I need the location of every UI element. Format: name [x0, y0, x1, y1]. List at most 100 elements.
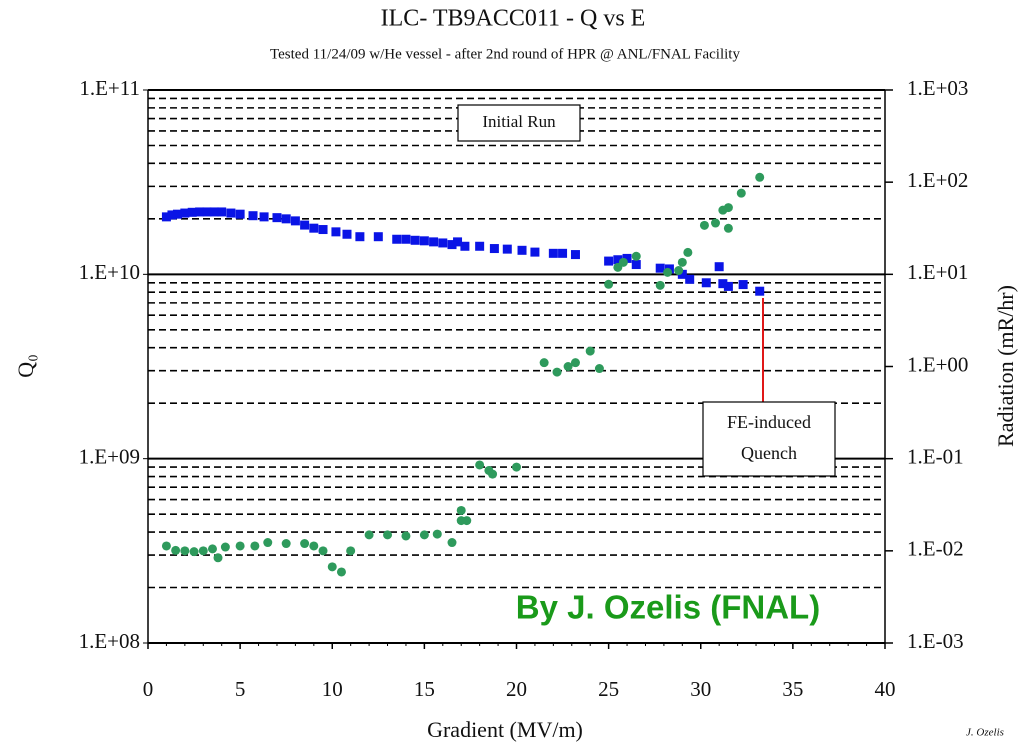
- y2-tick-label: 1.E-01: [907, 444, 964, 468]
- q0-point: [548, 248, 558, 258]
- credit: By J. Ozelis (FNAL): [516, 589, 820, 626]
- radiation-point: [594, 364, 604, 374]
- radiation-point: [462, 516, 472, 526]
- radiation-point: [755, 172, 765, 182]
- radiation-point: [309, 541, 319, 551]
- radiation-point: [475, 460, 485, 470]
- chart-subtitle: Tested 11/24/09 w/He vessel - after 2nd …: [270, 46, 740, 62]
- q0-point: [300, 220, 310, 230]
- radiation-point: [456, 505, 466, 515]
- radiation-point: [318, 546, 328, 556]
- q0-point: [701, 278, 711, 288]
- q0-point: [714, 262, 724, 272]
- x-tick-label: 35: [782, 677, 803, 701]
- x-tick-label: 10: [322, 677, 343, 701]
- annotation-box: [457, 104, 581, 142]
- q0-point: [419, 236, 429, 246]
- q0-point: [570, 250, 580, 260]
- signature: J. Ozelis: [966, 727, 1004, 739]
- q0-point: [180, 208, 190, 218]
- radiation-point: [512, 462, 521, 472]
- q0-point: [195, 207, 205, 217]
- x-tick-label: 20: [506, 677, 527, 701]
- radiation-point: [570, 358, 580, 368]
- q0-point: [475, 241, 485, 251]
- radiation-point: [655, 280, 665, 290]
- q0-point: [373, 232, 383, 242]
- q0-point: [248, 211, 258, 221]
- y-tick-label: 1.E+08: [79, 629, 140, 653]
- q0-point: [453, 237, 463, 247]
- radiation-point: [618, 257, 628, 267]
- q0-point: [447, 240, 457, 250]
- radiation-point: [723, 203, 733, 213]
- radiation-point: [677, 257, 687, 267]
- radiation-point: [585, 346, 595, 356]
- radiation-point: [235, 541, 245, 551]
- radiation-point: [250, 541, 260, 551]
- q0-point: [755, 286, 765, 296]
- x-tick-label: 40: [875, 677, 896, 701]
- radiation-point: [364, 530, 374, 540]
- radiation-point: [447, 538, 457, 548]
- q0-point: [235, 209, 245, 219]
- q0-point: [401, 234, 411, 244]
- radiation-point: [432, 529, 442, 539]
- x-tick-label: 15: [414, 677, 435, 701]
- annotation-box: [702, 401, 836, 477]
- q0-point: [209, 207, 219, 217]
- y2-tick-label: 1.E+00: [907, 352, 968, 376]
- q0-point: [410, 235, 420, 245]
- q0-point: [517, 245, 527, 255]
- radiation-point: [171, 545, 181, 555]
- q0-point: [342, 229, 352, 239]
- radiation-point: [604, 279, 614, 289]
- q0-point: [281, 214, 291, 224]
- radiation-point: [683, 247, 693, 257]
- radiation-point: [539, 358, 549, 368]
- x-tick-label: 0: [143, 677, 154, 701]
- q0-point: [677, 269, 687, 279]
- radiation-point: [281, 539, 291, 549]
- q0-point: [259, 212, 269, 222]
- q0-point: [631, 260, 641, 270]
- q0-point: [161, 212, 171, 222]
- x-tick-label: 30: [690, 677, 711, 701]
- radiation-point: [336, 567, 346, 577]
- annotation: Quench: [741, 443, 797, 463]
- radiation-point: [207, 544, 217, 554]
- q0-point: [530, 247, 540, 257]
- y2-tick-label: 1.E+02: [907, 168, 968, 192]
- radiation-point: [699, 220, 709, 230]
- radiation-point: [674, 266, 684, 276]
- radiation-point: [300, 539, 310, 549]
- y-tick-label: 1.E+11: [79, 76, 140, 100]
- x-tick-label: 5: [235, 677, 246, 701]
- q0-point: [655, 263, 665, 273]
- x-axis-label: Gradient (MV/m): [427, 717, 583, 742]
- y-axis-label: Q₀: [13, 354, 38, 378]
- y2-tick-label: 1.E+01: [907, 260, 968, 284]
- q0-point: [613, 255, 623, 265]
- q0-point: [622, 253, 632, 263]
- q0-point: [187, 207, 197, 217]
- q0-point: [558, 248, 568, 258]
- q0-point: [502, 244, 512, 254]
- q0-point: [331, 227, 341, 237]
- radiation-point: [401, 531, 411, 541]
- q0-point: [272, 213, 282, 223]
- q0-point: [290, 216, 300, 226]
- q0-point: [217, 207, 227, 217]
- q0-point: [172, 209, 182, 219]
- q0-point: [167, 210, 177, 220]
- x-tick-label: 25: [598, 677, 619, 701]
- q0-point: [718, 279, 728, 289]
- q0-point: [355, 232, 365, 242]
- radiation-point: [327, 562, 337, 572]
- radiation-point: [180, 546, 190, 556]
- q0-point: [489, 244, 499, 254]
- radiation-point: [663, 267, 673, 277]
- q0-point: [392, 234, 402, 244]
- q0-point: [438, 238, 448, 248]
